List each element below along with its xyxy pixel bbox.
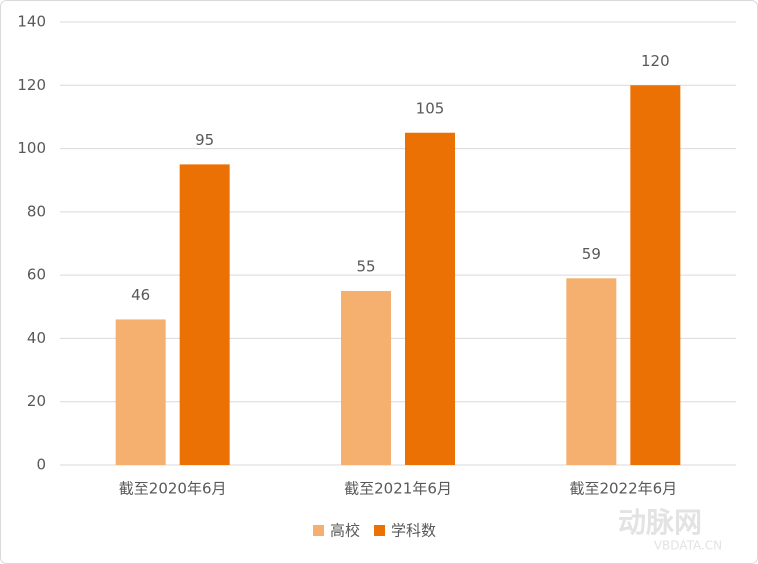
legend-swatch <box>313 525 324 536</box>
bar <box>179 164 230 465</box>
y-tick-label: 140 <box>17 13 46 31</box>
watermark-brand: 动脉网 <box>618 506 702 539</box>
bar <box>630 85 681 466</box>
x-tick-label: 截至2020年6月 <box>119 480 227 498</box>
value-label: 59 <box>582 245 601 263</box>
y-tick-label: 20 <box>27 392 46 410</box>
x-tick-label: 截至2021年6月 <box>344 480 452 498</box>
legend-label: 高校 <box>330 522 360 540</box>
value-label: 46 <box>131 286 150 304</box>
bar <box>566 278 617 465</box>
value-label: 95 <box>195 131 214 149</box>
value-label: 55 <box>356 257 375 275</box>
watermark-site: VBDATA.CN <box>654 539 722 553</box>
y-tick-label: 100 <box>17 139 46 157</box>
y-tick-label: 40 <box>27 329 46 347</box>
bar <box>405 132 455 465</box>
x-tick-label: 截至2022年6月 <box>569 480 677 498</box>
legend-swatch <box>374 525 386 536</box>
bar <box>341 290 391 465</box>
y-tick-label: 0 <box>36 456 46 474</box>
legend-label: 学科数 <box>391 522 436 540</box>
y-tick-label: 80 <box>27 202 46 220</box>
bar <box>115 319 166 465</box>
y-tick-label: 60 <box>27 266 46 284</box>
value-label: 120 <box>641 52 670 70</box>
y-tick-label: 120 <box>17 76 46 94</box>
value-label: 105 <box>416 99 445 117</box>
